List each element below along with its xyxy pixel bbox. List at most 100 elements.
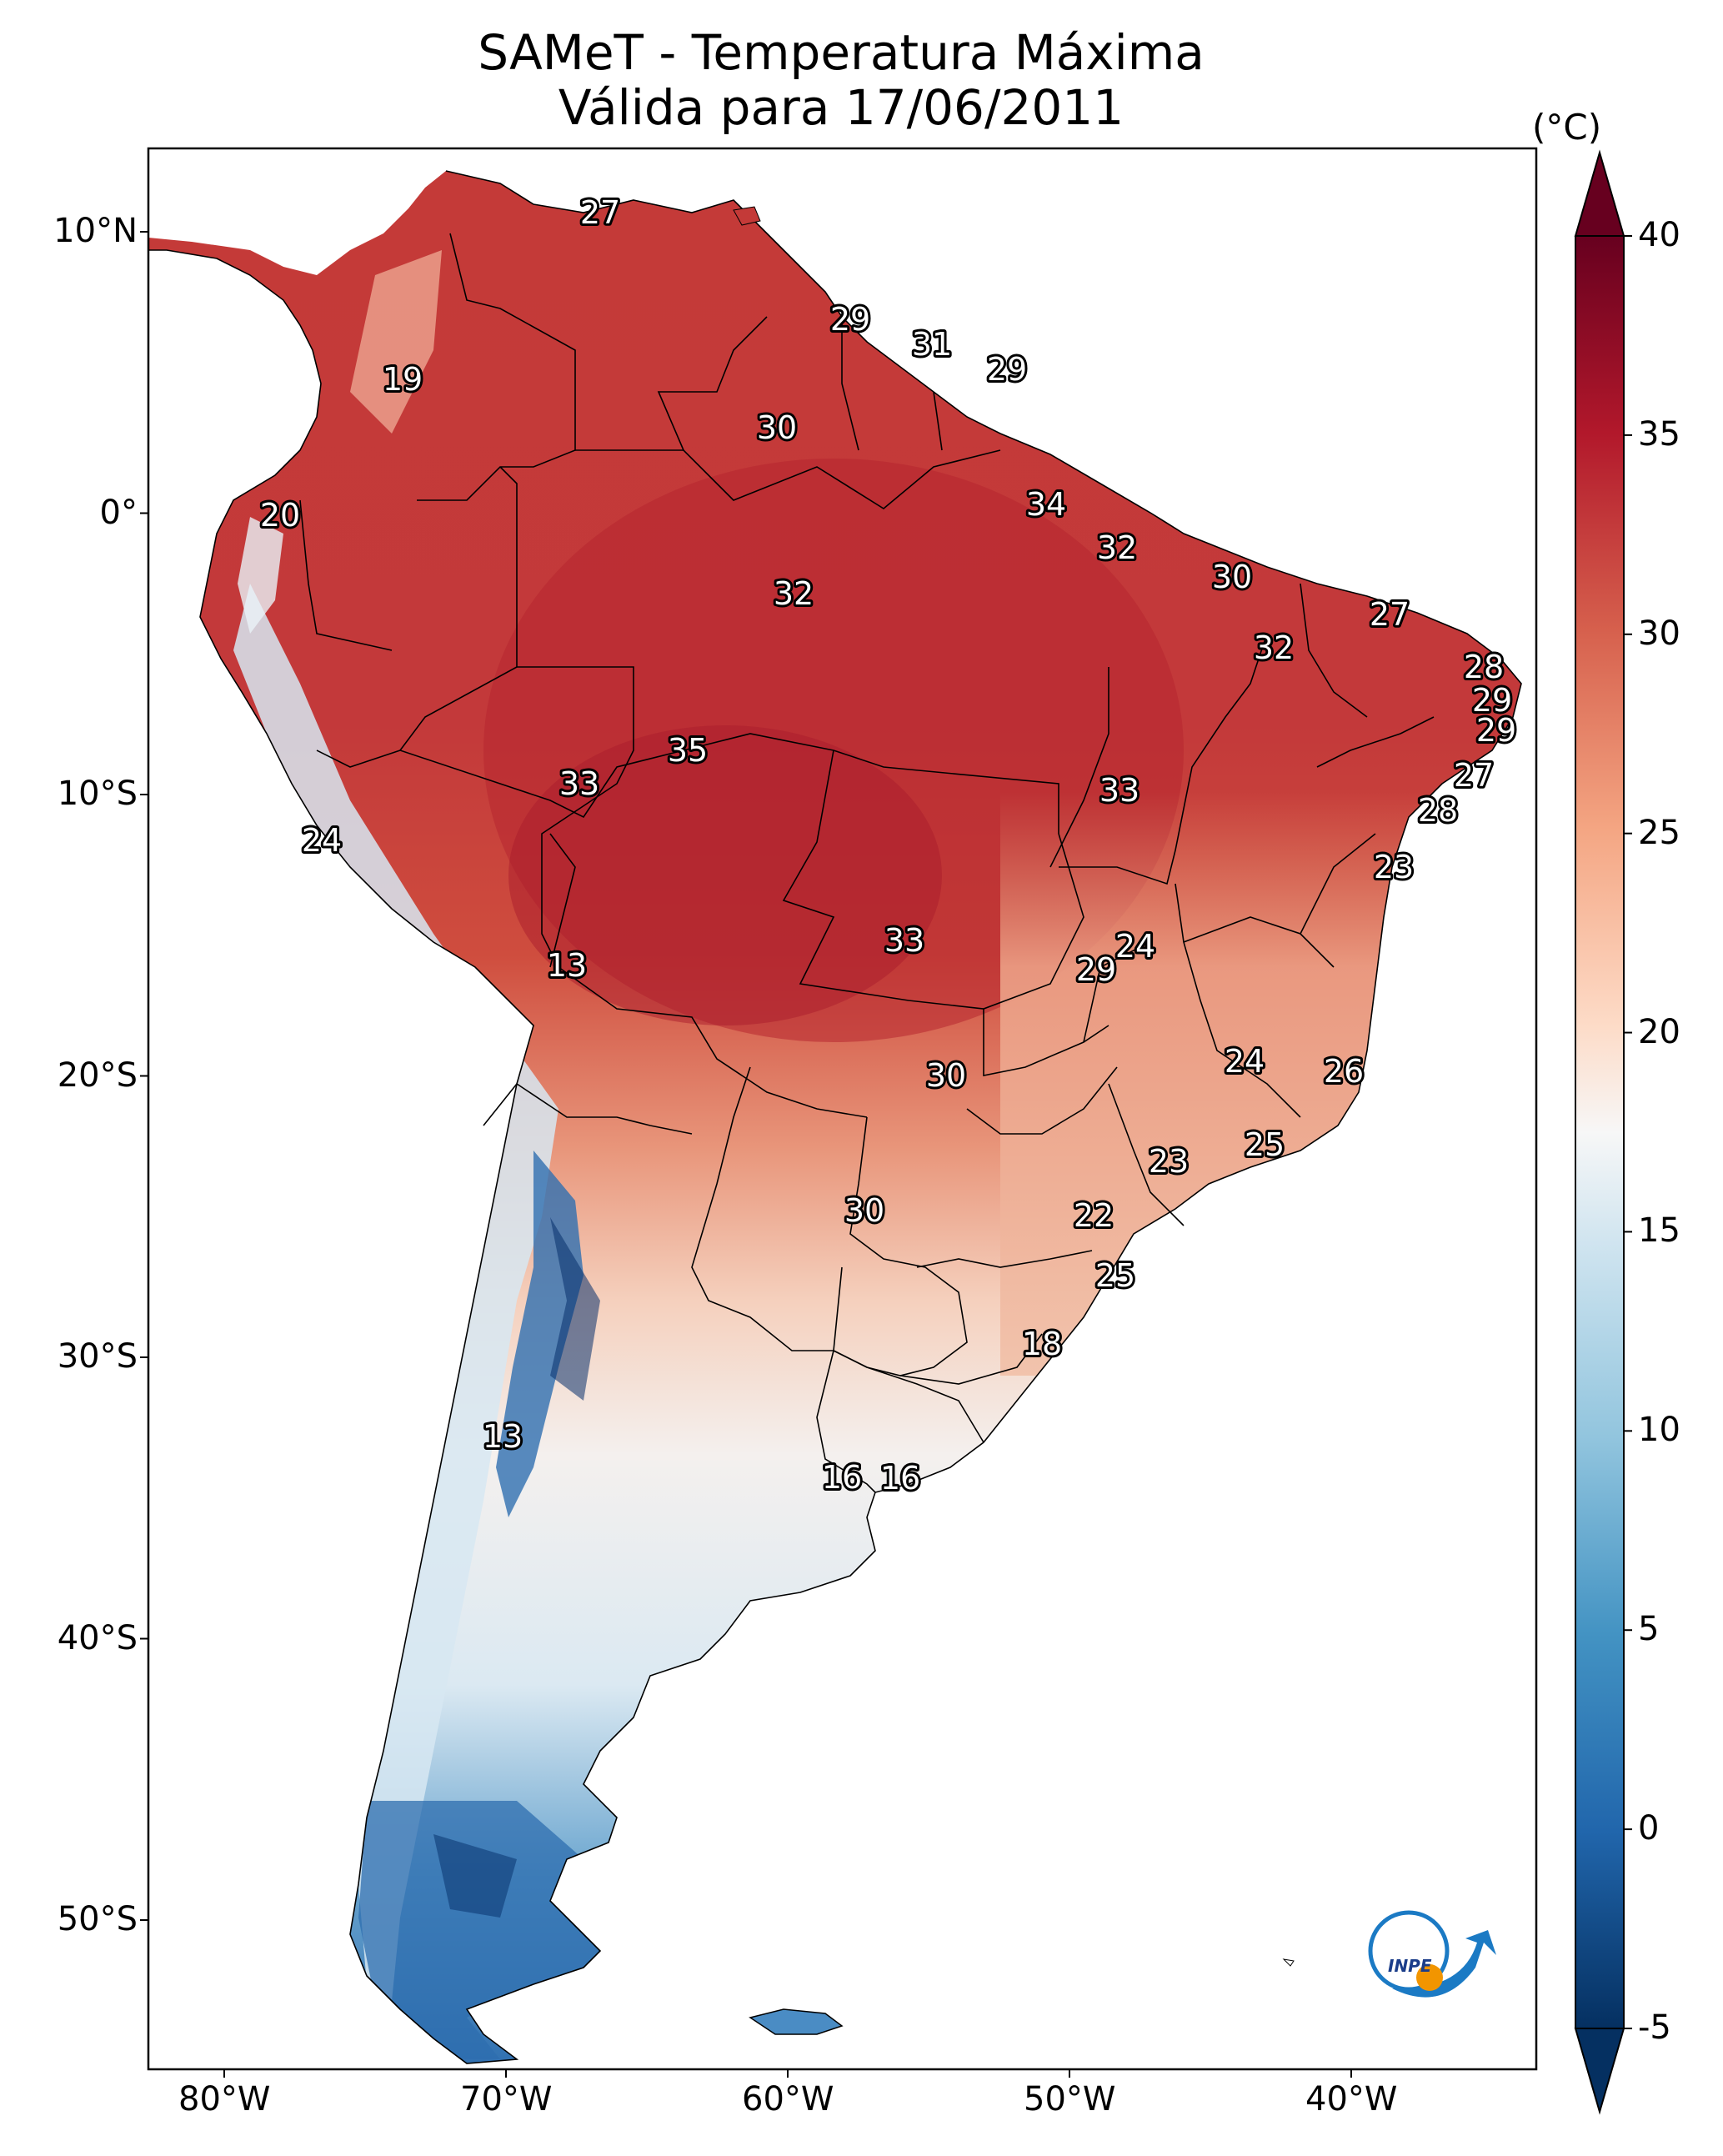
station-value-outline: 18 bbox=[1022, 1326, 1062, 1362]
map-frame bbox=[147, 147, 1538, 2071]
station-value: 16 bbox=[880, 1460, 920, 1497]
station-value: 13 bbox=[547, 947, 587, 984]
station-value-outline: 29 bbox=[1076, 951, 1116, 988]
station-value: 24 bbox=[1115, 928, 1155, 965]
station-value-outline: 29 bbox=[1472, 682, 1512, 719]
lat-label: 10°N bbox=[53, 212, 138, 250]
colorbar-tick-label: 30 bbox=[1638, 614, 1680, 653]
lat-label: 10°S bbox=[57, 775, 138, 813]
station-value: 29 bbox=[1472, 682, 1512, 719]
station-value-outline: 29 bbox=[987, 351, 1027, 388]
station-value: 30 bbox=[844, 1192, 884, 1229]
station-value-outline: 16 bbox=[822, 1459, 862, 1496]
station-value: 25 bbox=[1245, 1126, 1285, 1163]
station-value-outline: 30 bbox=[757, 409, 797, 446]
station-value: 22 bbox=[1074, 1197, 1114, 1234]
station-value-outline: 30 bbox=[926, 1057, 966, 1094]
station-value: 24 bbox=[302, 822, 342, 859]
station-value-outline: 32 bbox=[774, 575, 814, 612]
station-value: 20 bbox=[260, 497, 300, 534]
lat-label: 40°S bbox=[57, 1618, 138, 1657]
station-value: 29 bbox=[987, 351, 1027, 388]
station-value-outline: 33 bbox=[559, 765, 599, 802]
station-value-outline: 22 bbox=[1074, 1197, 1114, 1234]
station-value-outline: 24 bbox=[1225, 1043, 1265, 1080]
lon-label: 60°W bbox=[742, 2080, 834, 2118]
station-value-outline: 26 bbox=[1324, 1053, 1364, 1090]
station-value-outline: 33 bbox=[1099, 772, 1139, 809]
station-value-outline: 27 bbox=[1370, 596, 1410, 633]
station-value: 30 bbox=[757, 409, 797, 446]
station-value: 31 bbox=[912, 326, 952, 363]
lat-label: 50°S bbox=[57, 1900, 138, 1938]
station-value-outline: 13 bbox=[483, 1418, 523, 1455]
station-value: 32 bbox=[1097, 529, 1137, 566]
colorbar-tick-label: 5 bbox=[1638, 1610, 1660, 1649]
station-value-outline: 13 bbox=[547, 947, 587, 984]
station-value: 19 bbox=[383, 361, 423, 398]
station-value: 13 bbox=[483, 1418, 523, 1455]
colorbar bbox=[1574, 149, 1632, 2115]
colorbar-tick-label: -5 bbox=[1638, 2008, 1671, 2047]
station-value: 23 bbox=[1374, 849, 1414, 885]
station-value: 23 bbox=[1149, 1143, 1189, 1180]
station-value: 33 bbox=[884, 922, 924, 959]
colorbar-tick-label: 15 bbox=[1638, 1211, 1680, 1251]
station-value-outline: 35 bbox=[668, 732, 708, 769]
station-value: 30 bbox=[926, 1057, 966, 1094]
station-value-outline: 30 bbox=[1212, 559, 1252, 595]
station-value-outline: 29 bbox=[1476, 712, 1516, 749]
station-value-outline: 31 bbox=[912, 326, 952, 363]
colorbar-tick-label: 10 bbox=[1638, 1411, 1680, 1450]
station-value: 25 bbox=[1095, 1257, 1135, 1294]
station-value: 35 bbox=[668, 732, 708, 769]
station-value: 34 bbox=[1026, 486, 1066, 523]
colorbar-tick-label: 40 bbox=[1638, 216, 1680, 254]
station-value: 28 bbox=[1418, 792, 1458, 829]
caribbean-island bbox=[733, 206, 761, 226]
station-value-outline: 20 bbox=[260, 497, 300, 534]
station-value: 29 bbox=[1476, 712, 1516, 749]
station-value-outline: 27 bbox=[580, 194, 620, 231]
station-value: 26 bbox=[1324, 1053, 1364, 1090]
colorbar-tick-label: 35 bbox=[1638, 414, 1680, 454]
station-value-outline: 24 bbox=[302, 822, 342, 859]
station-value-outline: 25 bbox=[1245, 1126, 1285, 1163]
colorbar-tick-label: 20 bbox=[1638, 1012, 1680, 1051]
station-value-outline: 32 bbox=[1097, 529, 1137, 566]
colorbar-max-extend bbox=[1574, 149, 1625, 237]
station-value: 29 bbox=[830, 301, 870, 338]
station-value-outline: 29 bbox=[830, 301, 870, 338]
station-value-outline: 34 bbox=[1026, 486, 1066, 523]
station-value: 28 bbox=[1464, 649, 1504, 685]
station-value-outline: 24 bbox=[1115, 928, 1155, 965]
colorbar-tick-label: 0 bbox=[1638, 1809, 1660, 1848]
lon-label: 70°W bbox=[460, 2080, 553, 2118]
station-value: 16 bbox=[822, 1459, 862, 1496]
station-value-outline: 23 bbox=[1374, 849, 1414, 885]
station-value-outline: 16 bbox=[880, 1460, 920, 1497]
station-value-outline: 27 bbox=[1454, 757, 1494, 794]
station-value-outline: 23 bbox=[1149, 1143, 1189, 1180]
map-subtitle: Válida para 17/06/2011 bbox=[558, 79, 1124, 136]
station-value: 27 bbox=[1370, 596, 1410, 633]
station-value: 27 bbox=[580, 194, 620, 231]
lat-label: 0° bbox=[99, 493, 138, 532]
station-value-outline: 30 bbox=[844, 1192, 884, 1229]
station-value-outline: 33 bbox=[884, 922, 924, 959]
station-value-outline: 19 bbox=[383, 361, 423, 398]
station-value-outline: 25 bbox=[1095, 1257, 1135, 1294]
lon-label: 40°W bbox=[1305, 2080, 1398, 2118]
station-value: 33 bbox=[559, 765, 599, 802]
colorbar-gradient bbox=[1575, 235, 1625, 2029]
lat-label: 20°S bbox=[57, 1055, 138, 1095]
colorbar-unit: (°C) bbox=[1532, 107, 1602, 148]
station-value-outline: 28 bbox=[1418, 792, 1458, 829]
station-value: 30 bbox=[1212, 559, 1252, 595]
station-value: 27 bbox=[1454, 757, 1494, 794]
axis-ticks bbox=[140, 231, 1352, 2078]
lon-label: 80°W bbox=[178, 2080, 271, 2118]
colorbar-min-extend bbox=[1574, 2028, 1625, 2115]
logo-text: INPE bbox=[1388, 1956, 1432, 1976]
